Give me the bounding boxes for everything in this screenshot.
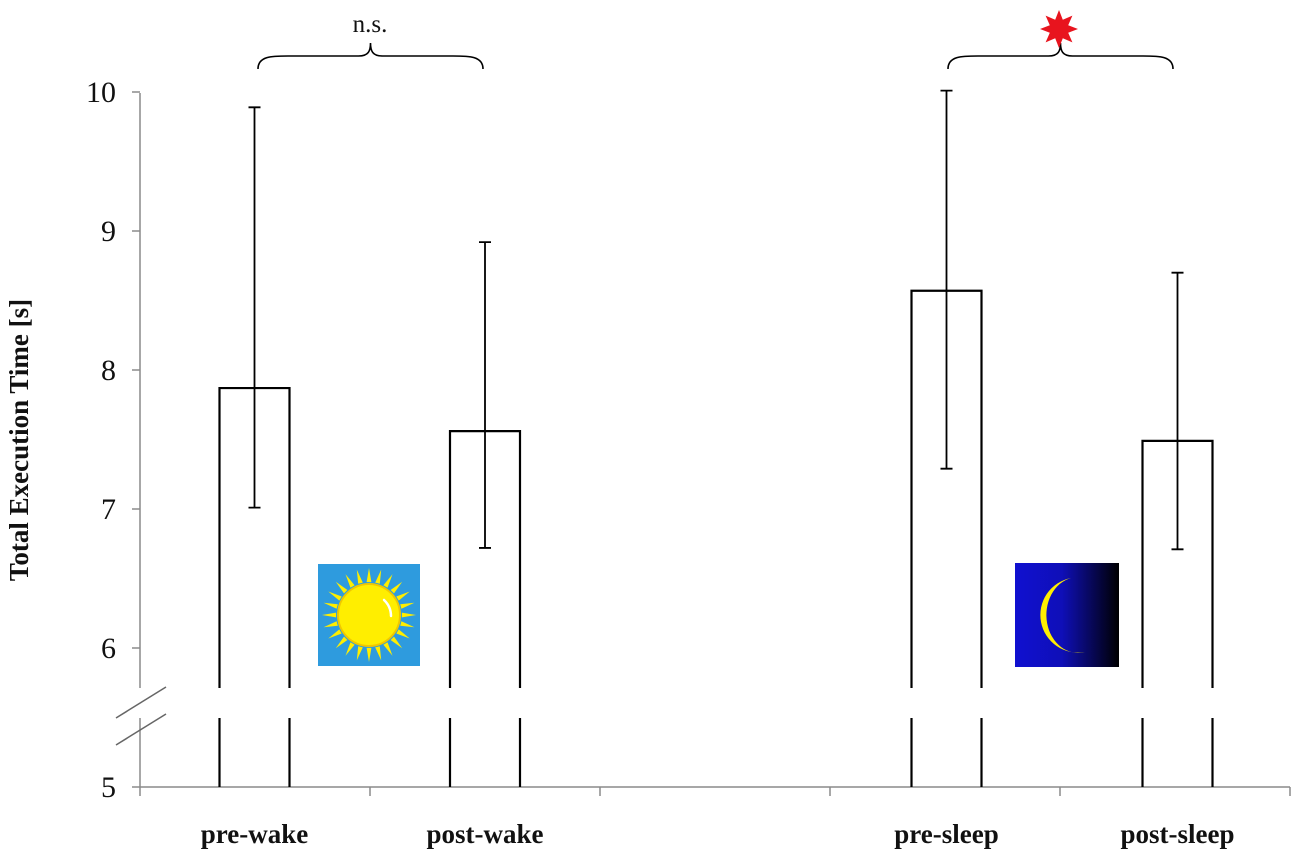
sun-ray	[375, 646, 382, 661]
y-tick-label: 5	[101, 771, 116, 804]
bar-base-post-sleep	[1141, 718, 1214, 787]
bar-base-pre-sleep	[910, 718, 983, 787]
x-tick-label: pre-wake	[201, 819, 309, 849]
sun-ray	[390, 581, 403, 594]
sun-ray	[323, 602, 338, 609]
axis-break-mark-2	[115, 713, 167, 746]
sun-ray	[396, 629, 410, 639]
y-tick-label: 8	[101, 354, 116, 387]
x-tick-label: post-wake	[426, 819, 543, 849]
sun-ray	[375, 569, 382, 584]
sun-ray	[401, 612, 416, 618]
bar-base-post-wake	[448, 718, 522, 787]
sun-ray	[390, 636, 403, 649]
sun-ray	[396, 591, 410, 601]
sun-ray	[323, 621, 338, 628]
y-tick-label: 9	[101, 215, 116, 248]
sun-ray	[400, 621, 415, 628]
bar-base-pre-wake	[218, 718, 291, 787]
sun-ray	[335, 581, 348, 594]
sun-ray	[383, 574, 393, 588]
sun-ray	[328, 591, 342, 601]
sun-ray	[322, 612, 337, 618]
moon-icon	[1015, 563, 1119, 667]
error-bar-post-sleep	[1171, 271, 1184, 551]
y-tick-label: 6	[101, 632, 116, 665]
bracket-wake	[257, 42, 484, 70]
sun-ray	[383, 642, 393, 656]
axis-break-mark-1	[115, 686, 167, 719]
sun-ray	[366, 647, 372, 662]
y-tick-label: 10	[86, 76, 116, 109]
sun-ray	[335, 636, 348, 649]
error-bar-pre-sleep	[940, 89, 953, 470]
y-axis-title: Total Execution Time [s]	[4, 299, 34, 581]
significance-label-wake: n.s.	[353, 11, 388, 38]
x-tick-label: pre-sleep	[894, 819, 998, 849]
sun-icon	[318, 564, 420, 666]
bracket-sleep	[947, 42, 1174, 70]
error-bar-post-wake	[479, 241, 491, 549]
y-tick-label: 7	[101, 493, 116, 526]
sun-ray	[345, 574, 355, 588]
sun-ray	[356, 646, 363, 661]
sun-ray	[345, 642, 355, 656]
sun-ray	[356, 569, 363, 584]
error-bar-pre-wake	[248, 106, 261, 509]
x-tick-label: post-sleep	[1121, 819, 1235, 849]
sun-ray	[366, 568, 372, 583]
sun-ray	[328, 629, 342, 639]
significance-star-icon	[1040, 10, 1078, 48]
sun-ray	[400, 602, 415, 609]
